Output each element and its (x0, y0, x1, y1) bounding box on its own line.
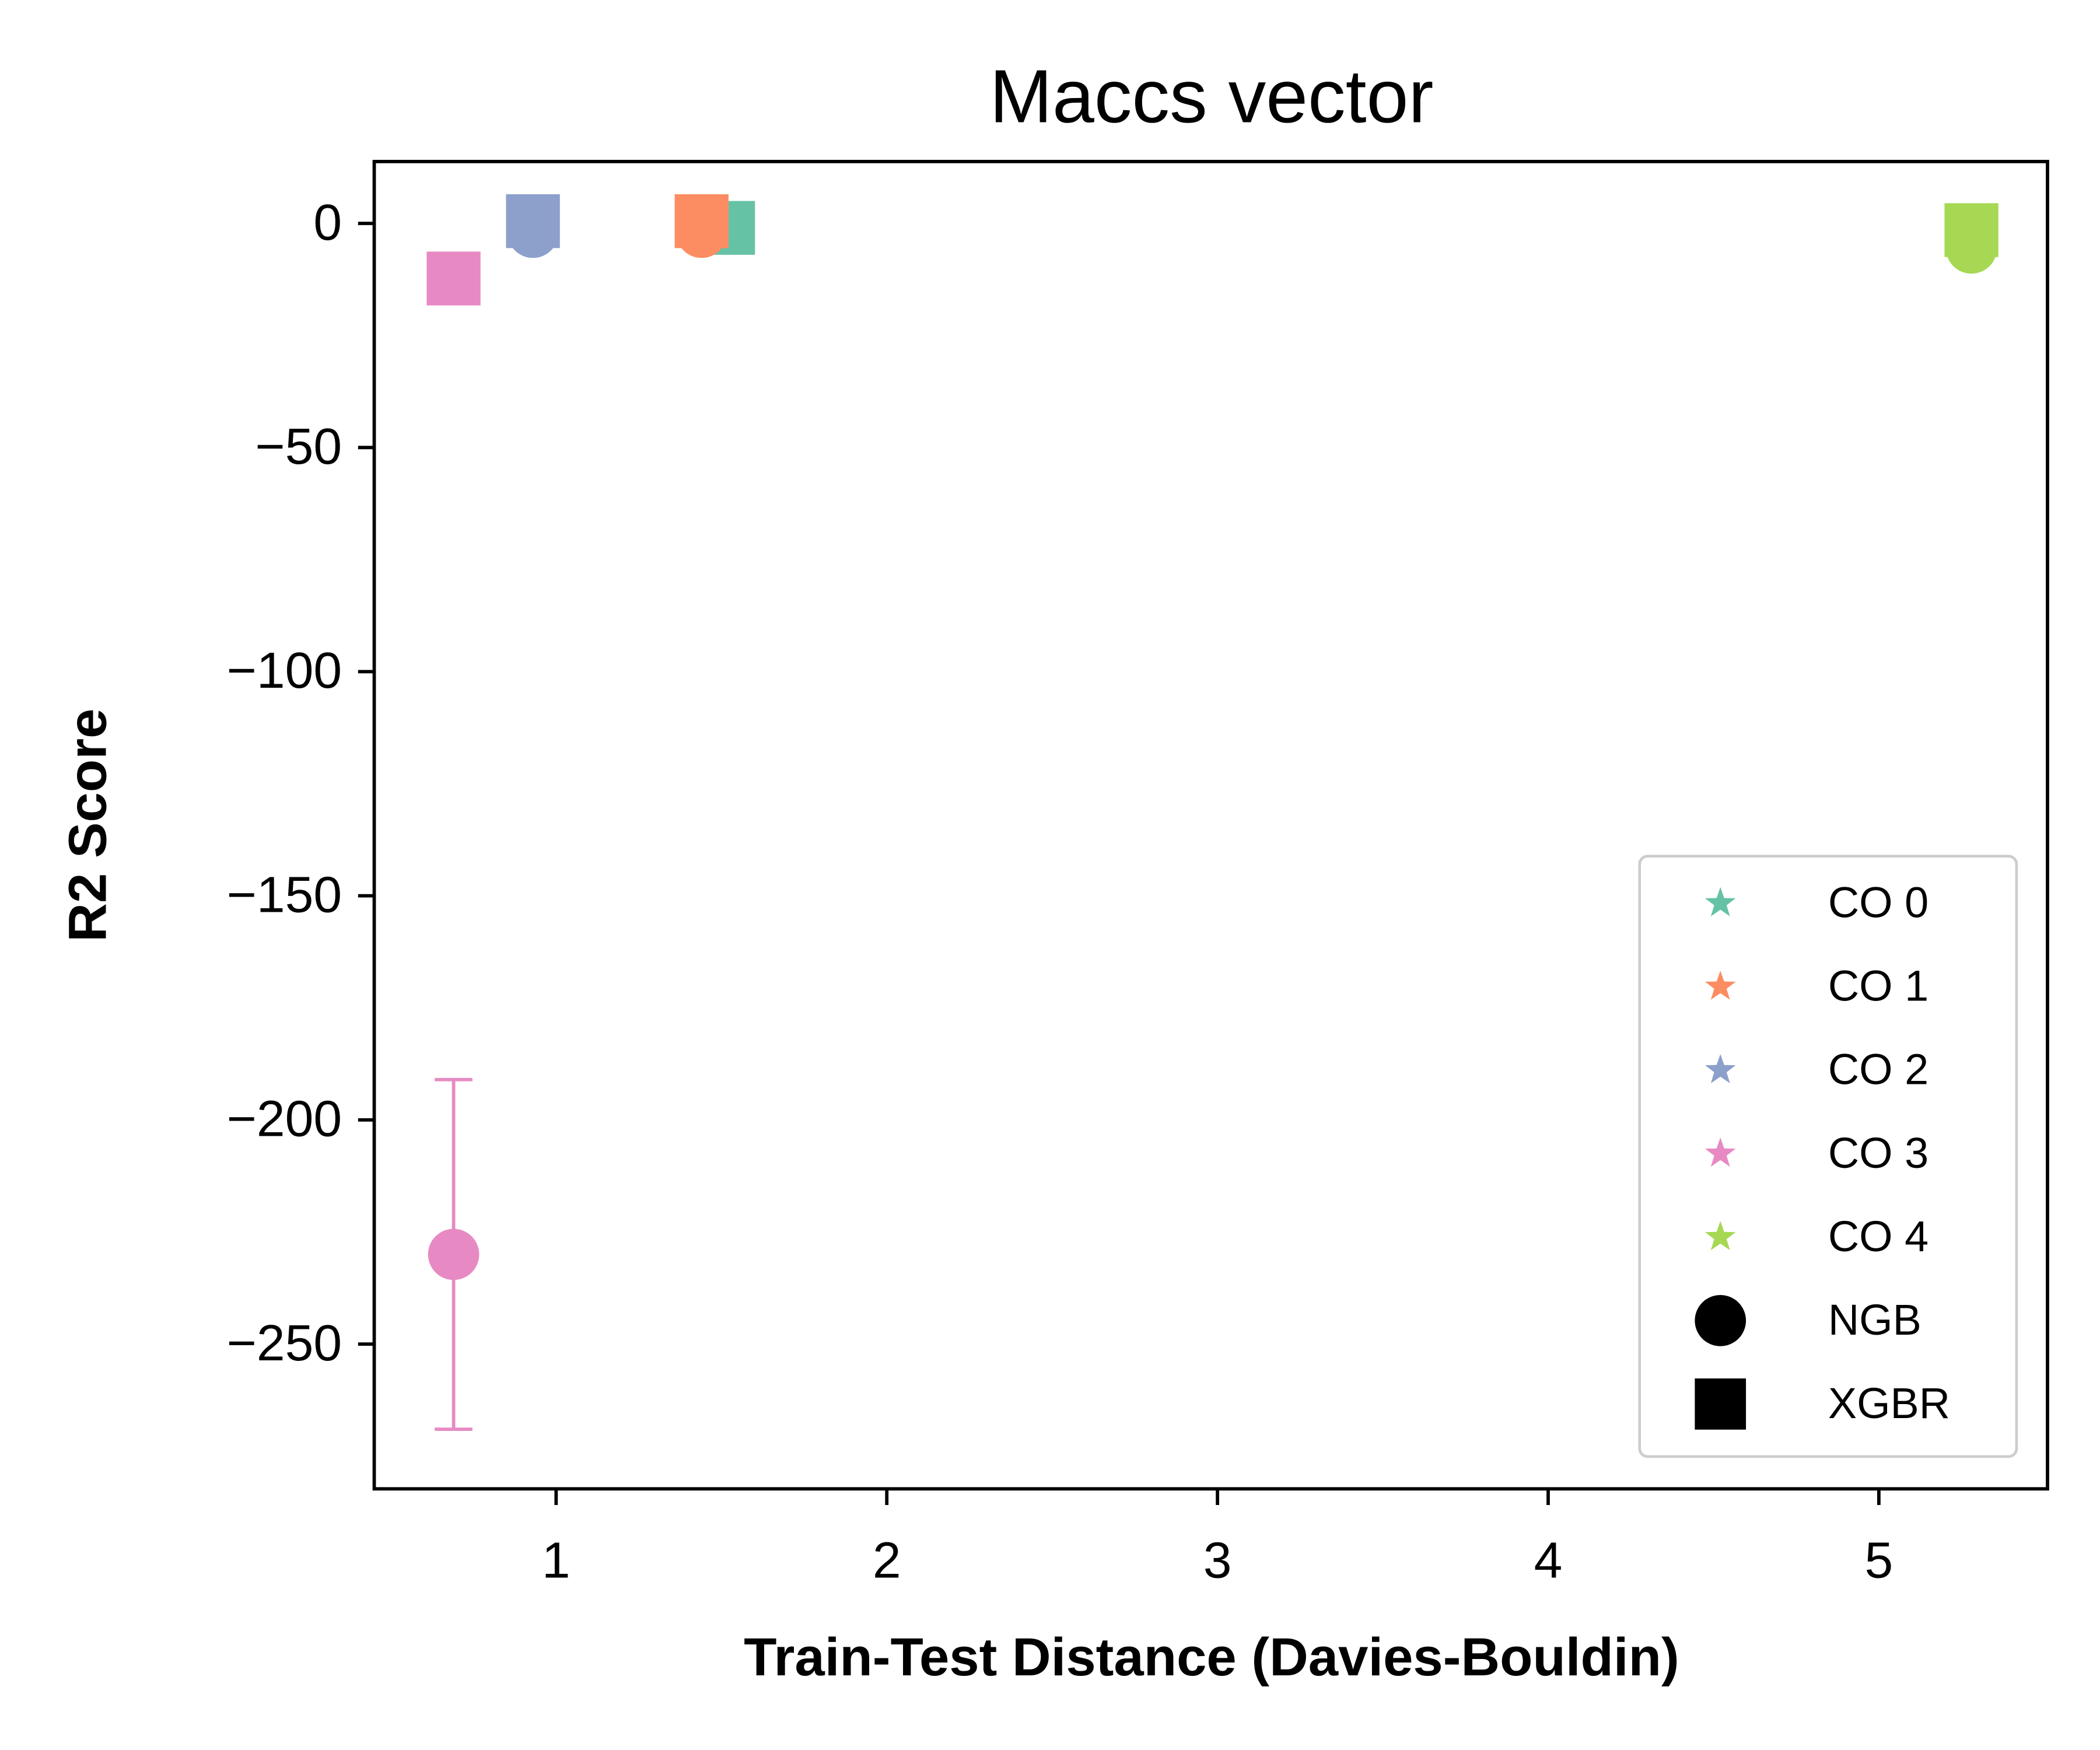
point (1944, 203, 1999, 257)
legend-label: CO 3 (1828, 1129, 1929, 1177)
legend-marker (1704, 1138, 1736, 1167)
y-tick-label: −100 (227, 642, 342, 699)
x-tick-label: 2 (873, 1532, 901, 1589)
x-tick-label: 5 (1864, 1532, 1893, 1589)
legend-marker (1704, 887, 1736, 916)
x-tick-label: 3 (1203, 1532, 1232, 1589)
legend-label: CO 4 (1828, 1212, 1929, 1261)
point (506, 194, 560, 249)
point (674, 194, 729, 249)
x-tick-label: 1 (542, 1532, 570, 1589)
x-tick-label: 4 (1534, 1532, 1563, 1589)
legend-label: CO 0 (1828, 878, 1929, 927)
y-tick-label: −150 (227, 866, 342, 923)
legend-label: CO 1 (1828, 962, 1929, 1010)
legend-marker (1704, 1054, 1736, 1083)
legend-label: XGBR (1828, 1379, 1950, 1427)
legend-marker (1704, 1221, 1736, 1251)
y-tick-label: −50 (255, 418, 342, 475)
x-axis-label: Train-Test Distance (Davies-Bouldin) (744, 1626, 1679, 1687)
legend-marker (1695, 1378, 1746, 1430)
y-axis-label: R2 Score (57, 709, 117, 942)
plot-frame (372, 160, 2049, 1491)
legend-marker (1695, 1295, 1746, 1346)
y-tick-label: −250 (227, 1314, 342, 1371)
y-tick-label: −200 (227, 1090, 342, 1147)
point (426, 251, 481, 306)
legend-marker (1704, 970, 1736, 1000)
chart-title: Maccs vector (989, 55, 1433, 139)
y-tick-label: 0 (313, 194, 342, 251)
legend-label: CO 2 (1828, 1045, 1929, 1094)
point (428, 1228, 480, 1280)
legend-label: NGB (1828, 1296, 1922, 1344)
